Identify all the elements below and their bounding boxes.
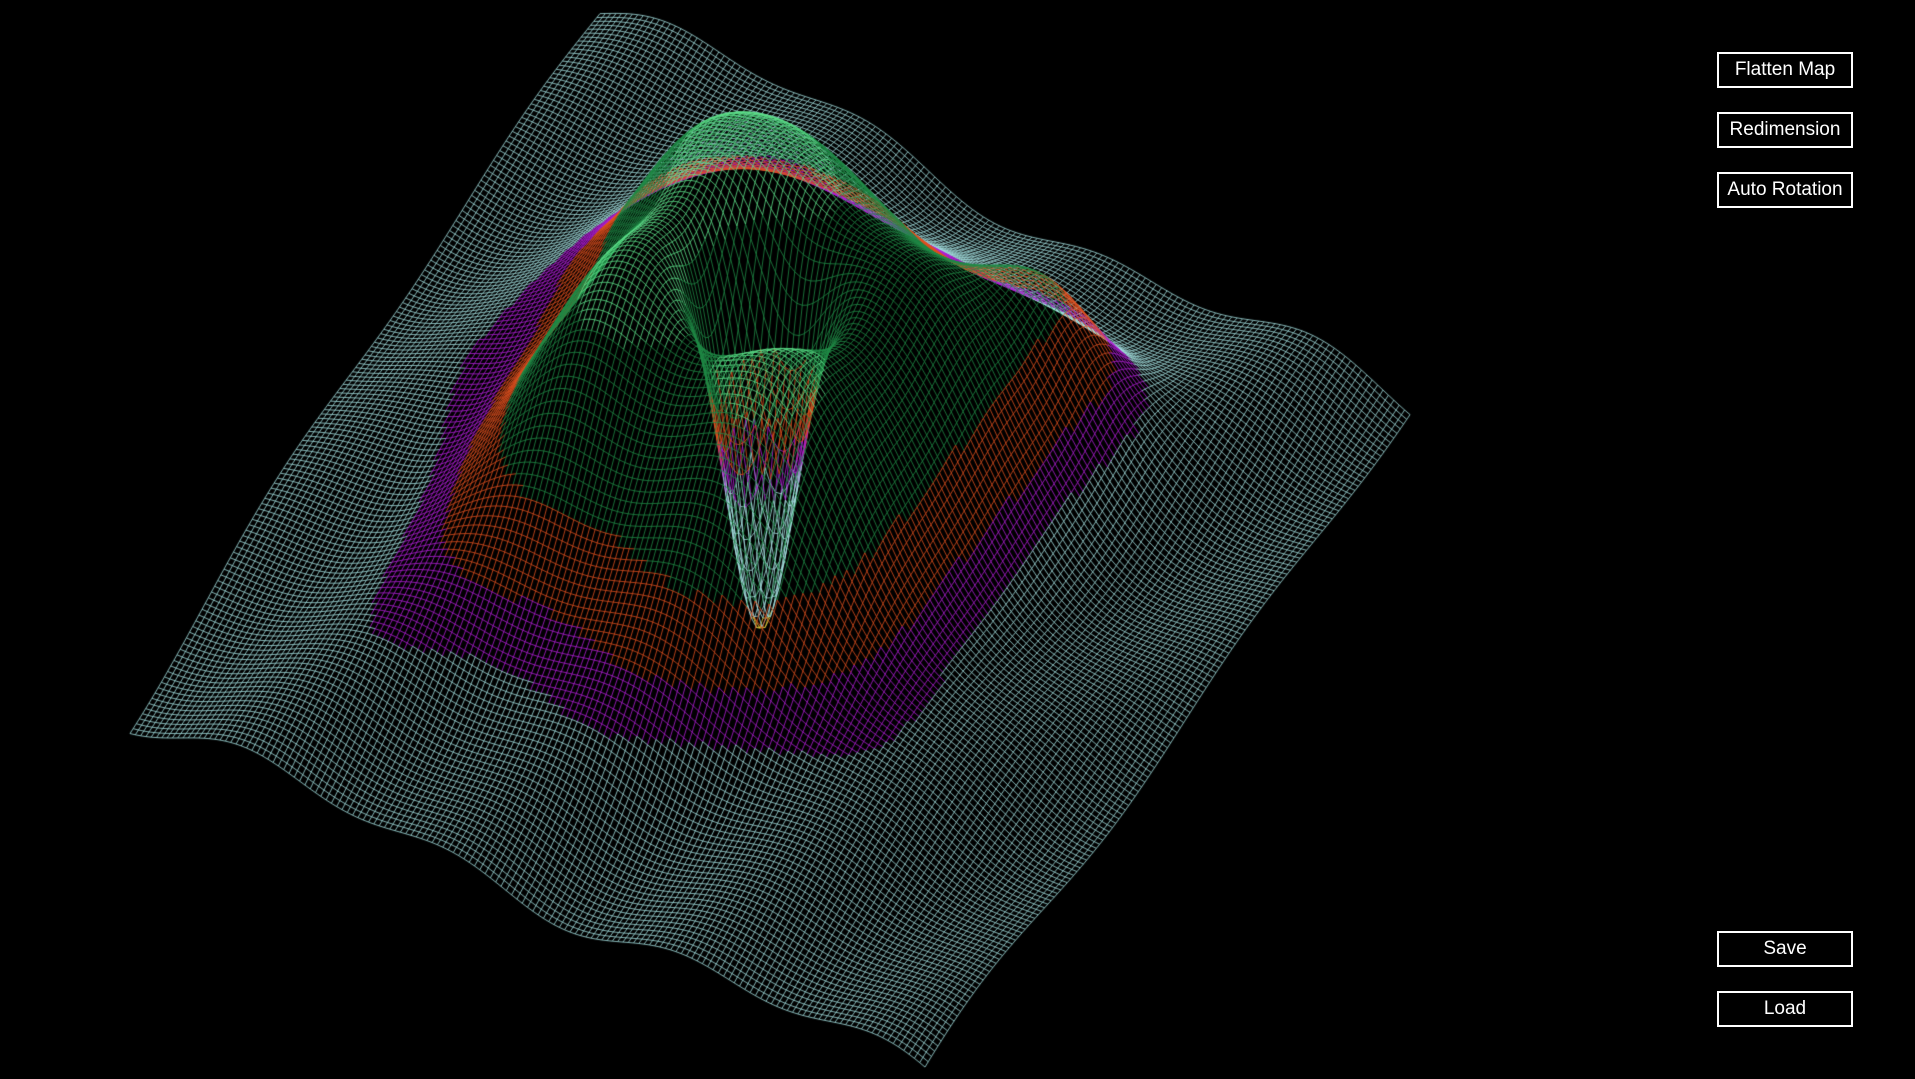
- flatten-map-button[interactable]: Flatten Map: [1717, 52, 1853, 88]
- save-button[interactable]: Save: [1717, 931, 1853, 967]
- auto-rotation-button[interactable]: Auto Rotation: [1717, 172, 1853, 208]
- load-button[interactable]: Load: [1717, 991, 1853, 1027]
- redimension-button[interactable]: Redimension: [1717, 112, 1853, 148]
